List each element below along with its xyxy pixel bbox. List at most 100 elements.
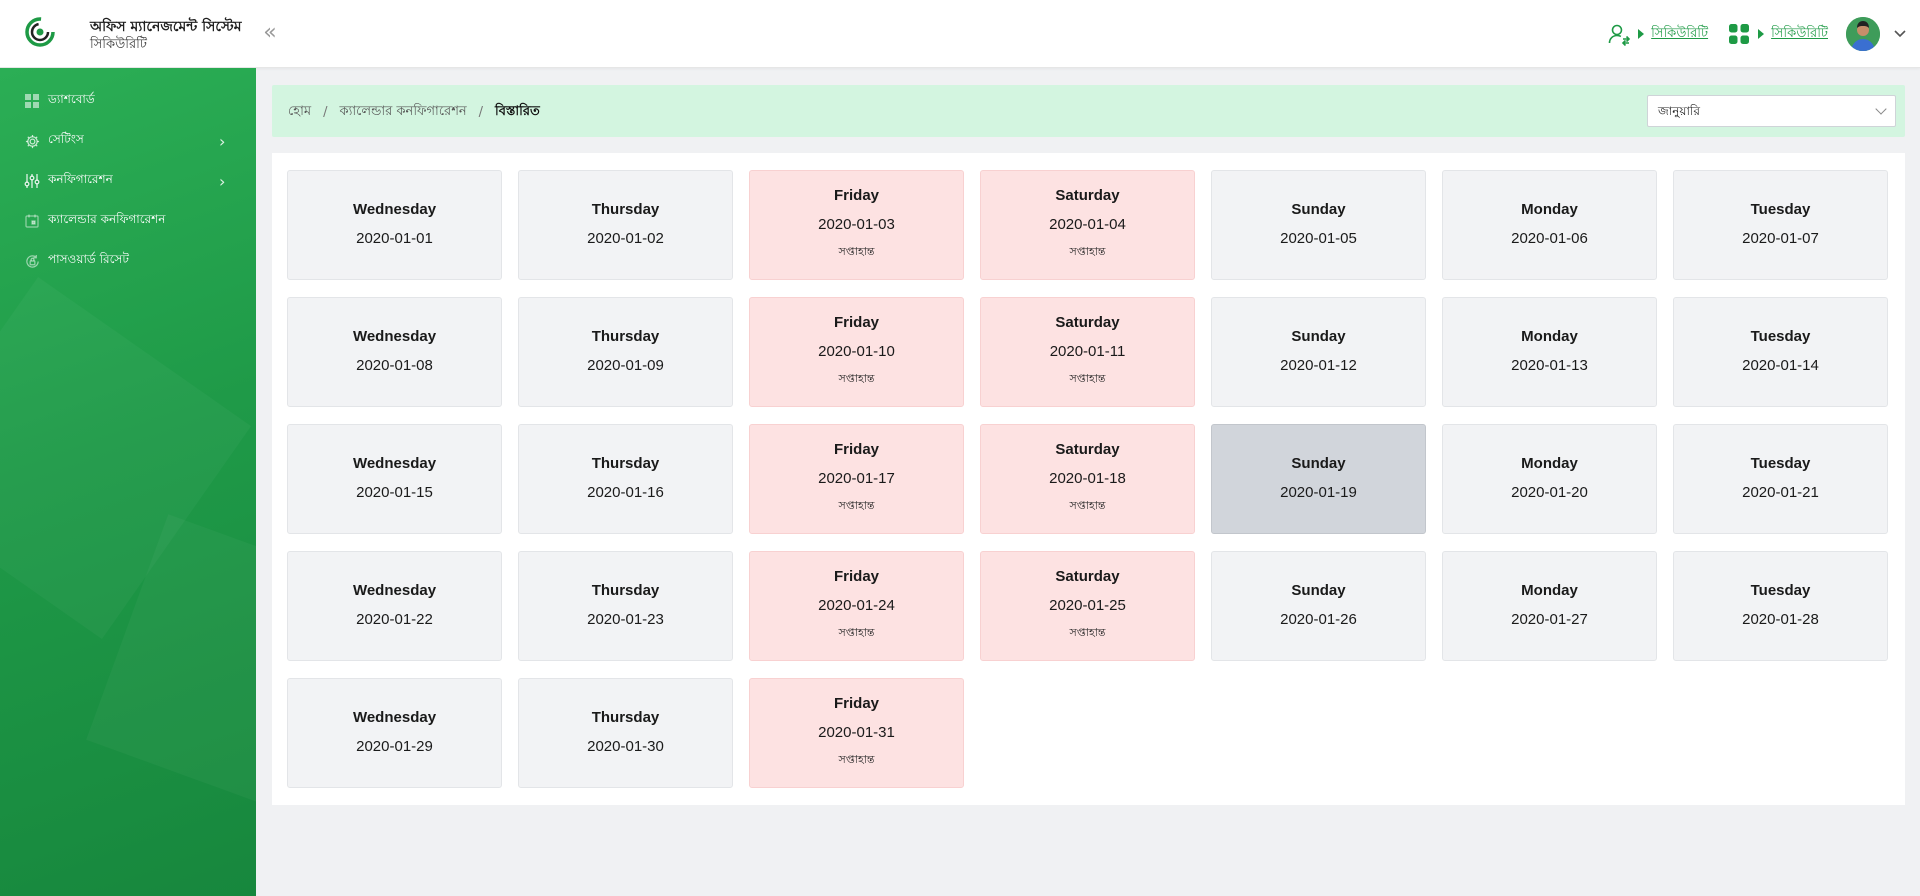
day-date: 2020-01-12 — [1280, 357, 1357, 374]
security-apps-link[interactable]: সিকিউরিটি — [1726, 21, 1828, 47]
day-name: Wednesday — [352, 582, 437, 599]
month-select[interactable]: জানুয়ারি — [1647, 95, 1896, 127]
sidebar-item-calendar-configuration[interactable]: ক্যালেন্ডার কনফিগারেশন — [0, 207, 256, 235]
calendar-day-cell[interactable]: Monday 2020-01-27 — [1442, 551, 1657, 661]
holiday-label: সপ্তাহান্ত — [1069, 499, 1106, 512]
day-date: 2020-01-14 — [1742, 357, 1819, 374]
calendar-day-cell[interactable]: Thursday 2020-01-09 — [518, 297, 733, 407]
day-name: Thursday — [591, 582, 660, 599]
day-name: Friday — [833, 187, 879, 204]
calendar-day-cell[interactable]: Thursday 2020-01-02 — [518, 170, 733, 280]
calendar-day-cell[interactable]: Friday 2020-01-03 সপ্তাহান্ত — [749, 170, 964, 280]
holiday-label: সপ্তাহান্ত — [838, 753, 875, 766]
gear-icon — [24, 133, 40, 149]
day-date: 2020-01-19 — [1280, 484, 1357, 501]
calendar-day-cell[interactable]: Monday 2020-01-20 — [1442, 424, 1657, 534]
sidebar-item-dashboard[interactable]: ড্যাশবোর্ড — [0, 87, 256, 115]
calendar-day-cell[interactable]: Wednesday 2020-01-15 — [287, 424, 502, 534]
day-date: 2020-01-27 — [1511, 611, 1588, 628]
calendar-day-cell[interactable]: Monday 2020-01-13 — [1442, 297, 1657, 407]
day-name: Thursday — [591, 201, 660, 218]
calendar-day-cell[interactable]: Saturday 2020-01-04 সপ্তাহান্ত — [980, 170, 1195, 280]
sidebar-item-label: কনফিগারেশন — [48, 172, 113, 186]
calendar-day-cell[interactable]: Saturday 2020-01-18 সপ্তাহান্ত — [980, 424, 1195, 534]
sidebar-item-label: ক্যালেন্ডার কনফিগারেশন — [48, 212, 166, 226]
top-header: অফিস ম্যানেজমেন্ট সিস্টেম সিকিউরিটি « সি… — [0, 0, 1920, 68]
day-date: 2020-01-21 — [1742, 484, 1819, 501]
calendar-day-cell[interactable]: Friday 2020-01-17 সপ্তাহান্ত — [749, 424, 964, 534]
calendar-day-cell[interactable]: Tuesday 2020-01-21 — [1673, 424, 1888, 534]
user-avatar[interactable] — [1846, 17, 1880, 51]
chevron-down-icon[interactable] — [1880, 17, 1920, 51]
breadcrumb-home[interactable]: হোম — [288, 104, 312, 119]
day-date: 2020-01-31 — [818, 724, 895, 741]
day-name: Friday — [833, 441, 879, 458]
app-subtitle: সিকিউরিটি — [90, 37, 147, 52]
brta-logo[interactable] — [24, 14, 72, 54]
calendar-day-cell[interactable]: Friday 2020-01-10 সপ্তাহান্ত — [749, 297, 964, 407]
day-date: 2020-01-10 — [818, 343, 895, 360]
app-title: অফিস ম্যানেজমেন্ট সিস্টেম — [90, 19, 242, 35]
day-name: Monday — [1521, 328, 1578, 345]
calendar-day-cell[interactable]: Friday 2020-01-24 সপ্তাহান্ত — [749, 551, 964, 661]
day-date: 2020-01-08 — [356, 357, 433, 374]
day-name: Tuesday — [1750, 328, 1811, 345]
day-date: 2020-01-09 — [587, 357, 664, 374]
calendar-day-cell[interactable]: Sunday 2020-01-05 — [1211, 170, 1426, 280]
day-name: Thursday — [591, 709, 660, 726]
security-user-link[interactable]: সিকিউরিটি — [1606, 21, 1708, 47]
calendar-day-cell[interactable]: Tuesday 2020-01-07 — [1673, 170, 1888, 280]
breadcrumb-calendar-configuration[interactable]: ক্যালেন্ডার কনফিগারেশন — [339, 104, 467, 119]
sidebar-item-configuration[interactable]: কনফিগারেশন › — [0, 167, 256, 195]
chevron-down-icon — [1875, 103, 1887, 115]
breadcrumb-current: বিস্তারিত — [495, 104, 540, 119]
calendar-day-cell[interactable]: Wednesday 2020-01-08 — [287, 297, 502, 407]
day-date: 2020-01-22 — [356, 611, 433, 628]
day-name: Sunday — [1291, 201, 1346, 218]
day-name: Friday — [833, 695, 879, 712]
holiday-label: সপ্তাহান্ত — [838, 499, 875, 512]
day-name: Tuesday — [1750, 582, 1811, 599]
breadcrumb-separator: / — [478, 105, 484, 120]
calendar-day-cell[interactable]: Thursday 2020-01-23 — [518, 551, 733, 661]
holiday-label: সপ্তাহান্ত — [1069, 626, 1106, 639]
lock-reset-icon — [24, 253, 40, 269]
sidebar-item-label: ড্যাশবোর্ড — [48, 92, 95, 106]
day-name: Monday — [1521, 201, 1578, 218]
holiday-label: সপ্তাহান্ত — [1069, 245, 1106, 258]
calendar-day-cell[interactable]: Thursday 2020-01-30 — [518, 678, 733, 788]
day-name: Tuesday — [1750, 455, 1811, 472]
sidebar-item-password-reset[interactable]: পাসওয়ার্ড রিসেট — [0, 247, 256, 275]
calendar-day-cell[interactable]: Friday 2020-01-31 সপ্তাহান্ত — [749, 678, 964, 788]
day-name: Thursday — [591, 455, 660, 472]
sidebar-item-settings[interactable]: সেটিংস › — [0, 127, 256, 155]
day-name: Sunday — [1291, 328, 1346, 345]
calendar-day-cell[interactable]: Sunday 2020-01-26 — [1211, 551, 1426, 661]
holiday-label: সপ্তাহান্ত — [1069, 372, 1106, 385]
day-date: 2020-01-29 — [356, 738, 433, 755]
day-date: 2020-01-23 — [587, 611, 664, 628]
calendar-day-cell[interactable]: Tuesday 2020-01-14 — [1673, 297, 1888, 407]
day-date: 2020-01-07 — [1742, 230, 1819, 247]
calendar-day-cell[interactable]: Tuesday 2020-01-28 — [1673, 551, 1888, 661]
calendar-panel: Wednesday 2020-01-01 Thursday 2020-01-02 Fri… — [272, 153, 1905, 805]
calendar-day-cell[interactable]: Wednesday 2020-01-01 — [287, 170, 502, 280]
caret-right-icon — [1638, 29, 1645, 39]
calendar-day-cell[interactable]: Monday 2020-01-06 — [1442, 170, 1657, 280]
calendar-day-cell[interactable]: Wednesday 2020-01-29 — [287, 678, 502, 788]
holiday-label: সপ্তাহান্ত — [838, 245, 875, 258]
breadcrumb-separator: / — [323, 105, 328, 120]
day-date: 2020-01-05 — [1280, 230, 1357, 247]
user-switch-icon — [1606, 21, 1632, 47]
calendar-day-cell[interactable]: Sunday 2020-01-12 — [1211, 297, 1426, 407]
calendar-day-cell[interactable]: Saturday 2020-01-11 সপ্তাহান্ত — [980, 297, 1195, 407]
day-name: Sunday — [1291, 455, 1346, 472]
calendar-day-cell[interactable]: Sunday 2020-01-19 — [1211, 424, 1426, 534]
breadcrumb-bar: হোম / ক্যালেন্ডার কনফিগারেশন / বিস্তারিত… — [272, 85, 1905, 137]
double-chevron-left-icon[interactable]: « — [263, 20, 277, 45]
day-name: Saturday — [1055, 187, 1120, 204]
calendar-day-cell[interactable]: Wednesday 2020-01-22 — [287, 551, 502, 661]
calendar-day-cell[interactable]: Saturday 2020-01-25 সপ্তাহান্ত — [980, 551, 1195, 661]
calendar-day-cell[interactable]: Thursday 2020-01-16 — [518, 424, 733, 534]
day-date: 2020-01-17 — [818, 470, 895, 487]
